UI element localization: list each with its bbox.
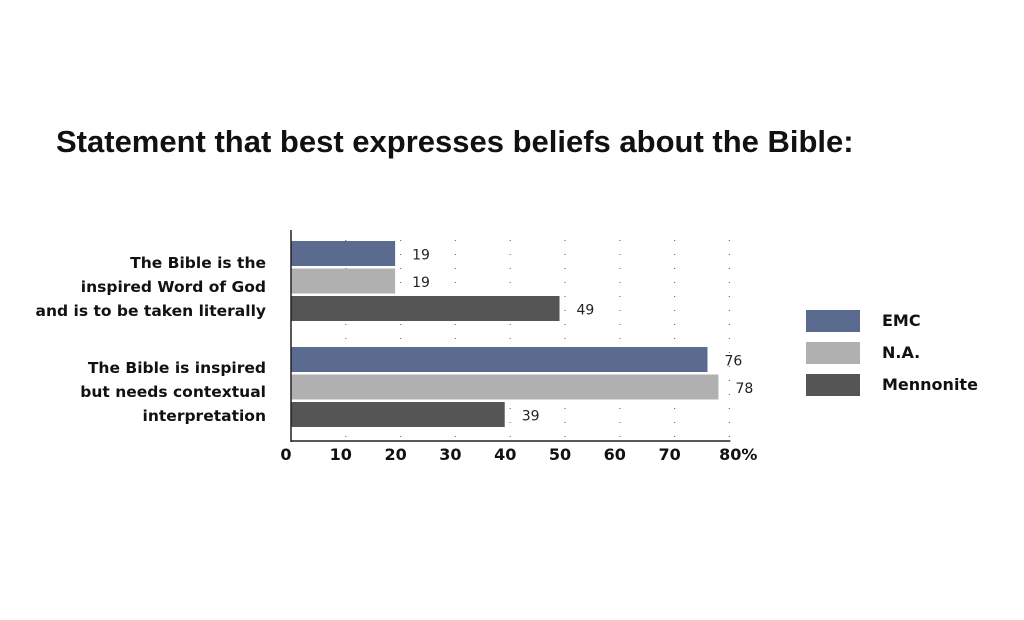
legend-swatch-na xyxy=(806,342,860,364)
category-label-line: but needs contextual xyxy=(80,383,266,401)
bar xyxy=(291,268,396,294)
chart-title: Statement that best expresses beliefs ab… xyxy=(56,124,854,159)
x-tick-label: 20 xyxy=(384,445,406,464)
legend-label-mennonite: Mennonite xyxy=(882,375,978,394)
data-label: 19 xyxy=(412,275,430,291)
category-label-literal: The Bible is the inspired Word of God an… xyxy=(36,251,266,323)
x-tick-label: 0 xyxy=(280,445,291,464)
x-tick-label: 10 xyxy=(330,445,352,464)
data-label: 78 xyxy=(735,381,753,397)
category-label-line: The Bible is inspired xyxy=(87,359,266,377)
bar xyxy=(291,347,708,372)
x-tick-label: 70 xyxy=(658,445,680,464)
bar xyxy=(291,241,396,266)
x-tick-label: 40 xyxy=(494,445,516,464)
legend-label-na: N.A. xyxy=(882,343,921,362)
x-tick-label: 50 xyxy=(549,445,571,464)
data-label: 49 xyxy=(577,303,595,319)
bar xyxy=(291,374,719,400)
category-label-line: The Bible is the xyxy=(130,254,266,272)
data-label: 39 xyxy=(522,409,540,425)
category-label-line: interpretation xyxy=(142,407,266,425)
x-tick-label: 30 xyxy=(439,445,461,464)
category-label-line: inspired Word of God xyxy=(80,278,266,296)
bar xyxy=(291,402,505,427)
legend-swatch-mennonite xyxy=(806,374,860,396)
category-label-line: and is to be taken literally xyxy=(35,302,266,320)
x-tick-label: 80% xyxy=(719,445,757,464)
data-label: 19 xyxy=(412,248,430,264)
legend-swatch-emc xyxy=(806,310,860,332)
legend-label-emc: EMC xyxy=(882,311,921,330)
bar xyxy=(291,296,560,321)
x-tick-label: 60 xyxy=(604,445,626,464)
category-label-contextual: The Bible is inspired but needs contextu… xyxy=(80,356,266,428)
data-label: 76 xyxy=(724,354,742,370)
